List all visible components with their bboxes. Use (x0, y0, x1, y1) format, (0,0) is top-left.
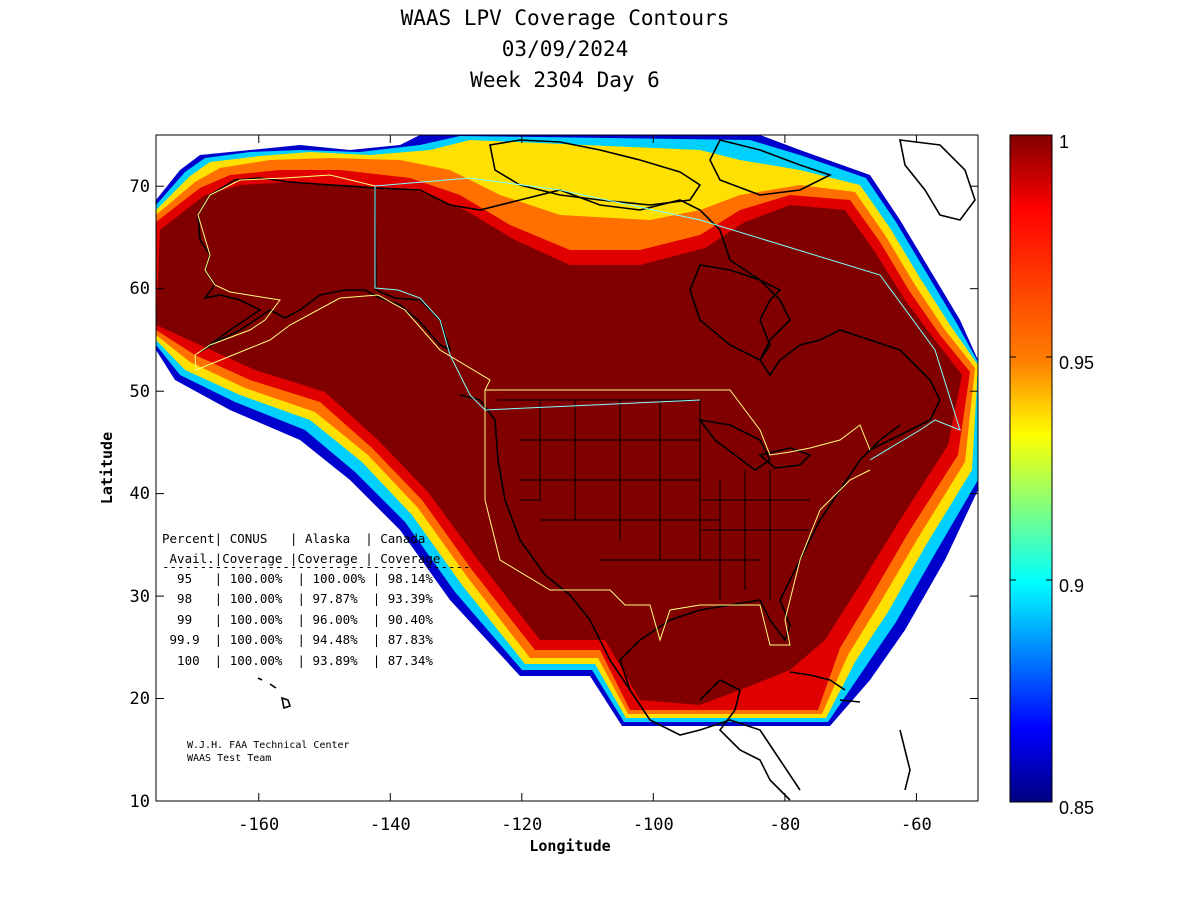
x-tick-label: -60 (901, 815, 932, 835)
x-axis-title: Longitude (529, 837, 610, 855)
y-ticks (156, 185, 978, 699)
table-header-1: Percent| CONUS | Alaska | Canada (162, 531, 425, 546)
coastlines (197, 139, 976, 801)
coverage-contours (156, 135, 978, 726)
state-boundaries (497, 399, 810, 600)
credit-line-2: WAAS Test Team (187, 753, 271, 764)
table-row: 98 | 100.00% | 97.87% | 93.39% (162, 591, 433, 606)
colorbar (1009, 134, 1053, 803)
credit-line-1: W.J.H. FAA Technical Center (187, 740, 350, 751)
table-header-2: Avail.|Coverage |Coverage | Coverage (162, 551, 440, 566)
contour-band-darkred (156, 182, 962, 705)
y-tick-label: 50 (130, 382, 150, 402)
plot-frame (155, 134, 979, 802)
map-week-day: Week 2304 Day 6 (470, 68, 660, 92)
x-tick-label: -120 (501, 815, 542, 835)
colorbar-ticks (1010, 356, 1052, 581)
table-row: 95 | 100.00% | 100.00% | 98.14% (162, 571, 433, 586)
fir-boundaries (194, 174, 961, 646)
coverage-table: Percent| CONUS | Alaska | Canada Avail.|… (162, 531, 471, 668)
colorbar-tick-label: 0.85 (1059, 798, 1094, 818)
y-axis-title: Latitude (98, 432, 116, 504)
colorbar-tick-label: 0.9 (1059, 576, 1084, 596)
map-date: 03/09/2024 (501, 37, 629, 61)
table-row: 99.9 | 100.00% | 94.48% | 87.83% (162, 632, 433, 647)
table-row: 100 | 100.00% | 93.89% | 87.34% (162, 653, 433, 668)
x-ticks (258, 135, 917, 801)
table-rule: ----------------------------------------… (162, 559, 471, 574)
table-row: 99 | 100.00% | 96.00% | 90.40% (162, 612, 433, 627)
y-tick-label: 40 (130, 484, 150, 504)
x-tick-label: -160 (238, 815, 279, 835)
y-tick-label: 60 (130, 279, 150, 299)
y-tick-label: 10 (130, 792, 150, 812)
map-title: WAAS LPV Coverage Contours (400, 6, 730, 30)
colorbar-tick-label: 1 (1059, 132, 1069, 152)
x-tick-label: -80 (770, 815, 801, 835)
x-tick-label: -140 (370, 815, 411, 835)
y-tick-label: 70 (130, 177, 150, 197)
y-tick-label: 20 (130, 689, 150, 709)
x-tick-label: -100 (633, 815, 674, 835)
colorbar-tick-label: 0.95 (1059, 353, 1094, 373)
y-tick-label: 30 (130, 587, 150, 607)
